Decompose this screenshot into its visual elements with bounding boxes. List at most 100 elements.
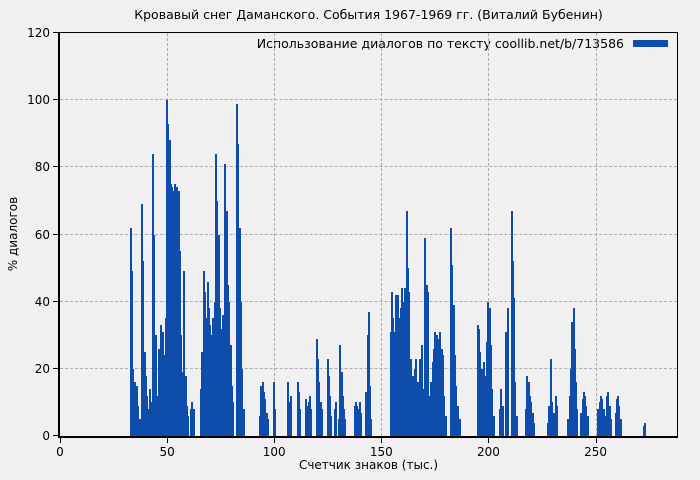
impulse-bar [184,375,187,436]
impulse-bar [158,348,161,436]
x-tick-mark-50 [167,438,169,443]
impulse-bar [181,372,184,436]
impulse-bar [418,388,421,436]
impulse-bar [159,325,162,436]
impulse-bar [617,395,620,436]
impulse-bar [407,268,410,436]
impulse-bar [215,153,218,436]
impulse-bar [192,409,195,436]
x-tick-label-100: 100 [262,445,286,459]
impulse-bar [340,372,343,436]
impulse-bar [177,190,180,436]
impulse-bar [609,419,612,436]
impulse-bar [410,358,413,436]
impulse-bar [260,385,263,436]
impulse-bar [455,385,458,436]
impulse-bar [334,409,337,436]
impulse-bar [366,335,369,436]
impulse-bar [365,392,368,436]
impulse-bar [219,308,222,436]
impulse-bar [421,388,424,436]
impulse-bar [393,331,396,436]
gridline-y-100 [60,99,677,101]
impulse-bar [549,358,552,436]
impulse-bar [416,382,419,436]
impulse-bar [146,395,149,436]
impulse-bar [310,409,313,436]
impulse-bar [568,395,571,436]
impulse-bar [205,318,208,436]
impulse-bar [173,184,176,436]
impulse-bar [238,227,241,436]
impulse-bar [210,335,213,436]
impulse-bar [141,204,144,436]
gridline-y-80 [60,166,677,168]
impulse-bar [399,308,402,436]
impulse-bar [457,405,460,436]
impulse-bar [644,422,647,436]
impulse-bar [370,419,373,436]
impulse-bar [569,368,572,436]
gridline-y-40 [60,300,677,302]
impulse-bar [330,415,333,436]
y-tick-label-20: 20 [34,361,50,376]
impulse-bar [357,409,360,436]
impulse-bar [157,402,160,436]
impulse-bar [601,399,604,436]
impulse-bar [580,412,583,436]
impulse-bar [429,395,432,436]
impulse-bar [150,402,153,436]
x-tick-label-50: 50 [159,445,175,459]
impulse-bar [265,412,268,436]
y-tick-label-120: 120 [27,26,50,40]
impulse-bar [532,422,535,436]
impulse-bar [411,375,414,436]
impulse-bar [398,318,401,436]
x-tick-mark-150 [381,438,383,443]
y-tick-label-80: 80 [34,160,50,175]
impulse-bar [452,305,455,436]
impulse-bar [190,409,193,436]
y-tick-mark-0 [53,435,58,436]
impulse-bar [335,402,338,436]
impulse-bar [367,311,370,436]
impulse-bar [486,341,489,436]
impulse-bar [315,338,318,436]
impulse-bar [261,382,264,436]
impulse-bar [556,405,559,436]
impulse-bar [225,211,228,436]
impulse-bar [220,328,223,436]
impulse-bar [427,291,430,436]
impulse-bar [341,395,344,436]
impulse-bar [329,395,332,436]
impulse-bar [484,375,487,436]
impulse-bar [354,402,357,436]
impulse-bar [213,301,216,436]
impulse-bar [586,415,589,436]
impulse-bar [389,331,392,436]
impulse-bar [403,288,406,436]
impulse-bar [187,415,190,436]
impulse-bar [206,281,209,436]
impulse-bar [319,402,322,436]
impulse-bar [175,190,178,436]
impulse-bar [527,382,530,436]
impulse-bar [608,405,611,436]
x-tick-label-0: 0 [56,445,64,459]
impulse-bar [229,345,232,436]
impulse-bar [299,409,302,436]
impulse-bar [178,251,181,436]
impulse-bar [236,103,239,436]
impulse-bar [200,388,203,436]
impulse-bar [550,402,553,436]
impulse-bar [510,211,513,436]
impulse-bar [155,395,158,436]
impulse-bar [414,368,417,436]
impulse-bar [204,291,207,436]
impulse-bar [304,399,307,436]
x-tick-mark-100 [274,438,276,443]
x-tick-label-200: 200 [477,445,500,459]
impulse-bar [434,331,437,436]
gridline-x-100 [274,33,276,436]
impulse-bar [240,301,243,436]
